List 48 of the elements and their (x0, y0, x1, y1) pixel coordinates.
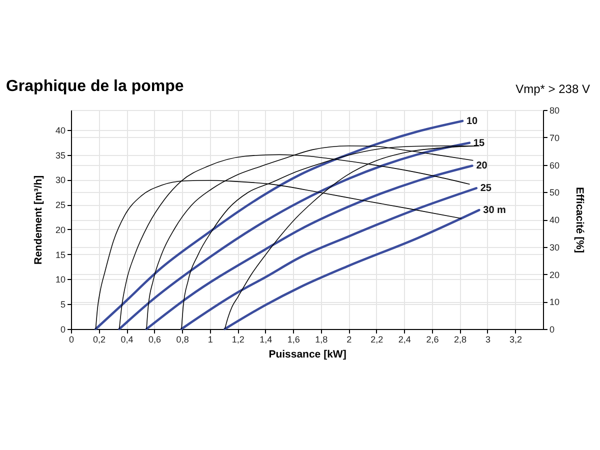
y-tick-label: 0 (60, 324, 66, 334)
x-tick-label: 1 (208, 334, 213, 344)
text: Vmp* > 238 V (516, 82, 590, 96)
y-tick-label: 5 (60, 300, 66, 310)
x-tick-label: 2,8 (454, 334, 466, 344)
x-tick-label: 1,6 (287, 334, 300, 344)
x-axis-title: Puissance [kW] (268, 348, 346, 360)
y2-tick-label: 10 (550, 297, 560, 308)
y2-tick-label: 20 (550, 270, 560, 280)
y-tick-label: 40 (55, 125, 66, 136)
x-tick-label: 1,4 (260, 334, 272, 344)
y-tick-label: 20 (55, 224, 66, 235)
series-label: 10 (466, 116, 478, 127)
x-tick-label: 0 (68, 334, 74, 344)
x-tick-label: 2,6 (426, 334, 439, 344)
y-tick-label: 15 (55, 250, 66, 260)
y2-tick-label: 80 (550, 106, 560, 116)
x-tick-label: 0,2 (93, 334, 106, 344)
x-tick-label: 3,2 (509, 334, 522, 344)
y2-tick-label: 0 (550, 324, 555, 334)
line-series (224, 208, 480, 330)
y2-tick-label: 70 (550, 132, 560, 143)
line-series (180, 186, 478, 330)
x-tick-label: 0,8 (176, 334, 189, 344)
series-label: 15 (473, 138, 485, 149)
chart-title: Graphique de la pompe (6, 78, 184, 95)
y2-tick-label: 50 (550, 188, 560, 198)
line-series (94, 120, 464, 330)
x-tick-label: 0,6 (148, 334, 162, 344)
y-tick-label: 10 (55, 274, 66, 285)
x-tick-label: 1,2 (232, 334, 244, 344)
y-axis-title: Rendement [m³/h] (32, 175, 44, 265)
x-tick-label: 2,4 (398, 334, 411, 344)
y2-tick-label: 30 (550, 242, 560, 252)
series-label: 20 (476, 160, 488, 172)
x-tick-label: 1,8 (315, 334, 328, 344)
series-label: 25 (480, 183, 492, 194)
series-label: 30 m (483, 205, 506, 216)
y2-axis-title: Efficacité [%] (574, 187, 586, 253)
y2-tick-label: 40 (550, 215, 560, 225)
x-tick-label: 3 (485, 334, 490, 344)
y2-tick-label: 60 (550, 160, 560, 170)
x-tick-label: 2,2 (370, 334, 384, 344)
y-tick-label: 30 (55, 175, 66, 186)
x-tick-label: 0,4 (120, 334, 134, 344)
y-tick-label: 35 (55, 150, 66, 160)
y-tick-label: 25 (55, 200, 66, 210)
x-tick-label: 2 (346, 334, 352, 344)
